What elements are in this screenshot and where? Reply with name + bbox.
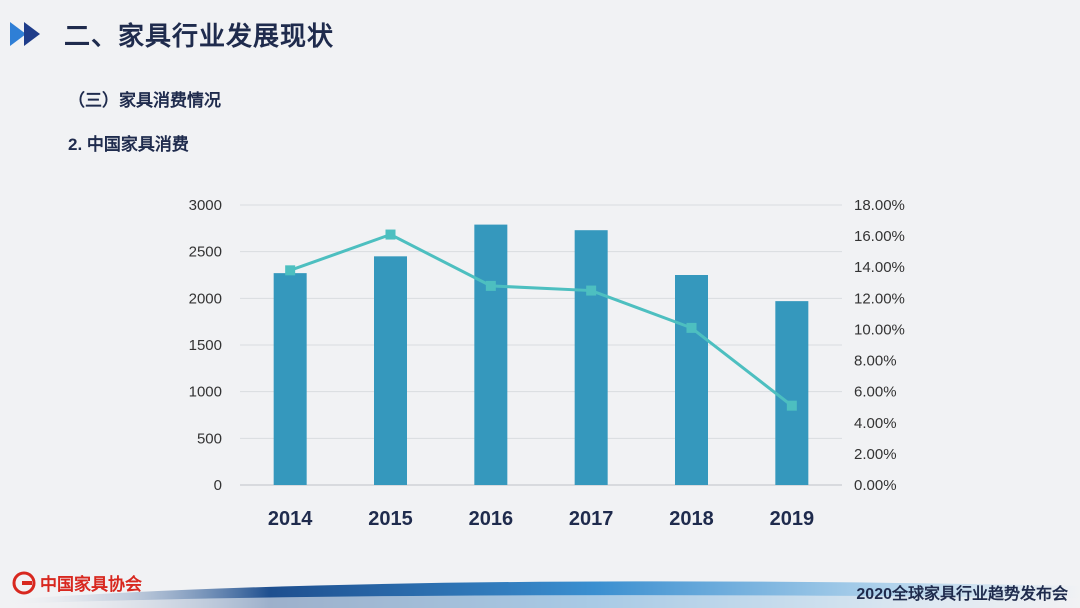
right-tick-label: 10.00% xyxy=(854,321,905,338)
x-tick-label: 2015 xyxy=(368,508,413,530)
title-bar: 二、家具行业发展现状 xyxy=(10,16,334,52)
bar-2016 xyxy=(474,224,508,485)
logo-text: 中国家具协会 xyxy=(40,575,142,594)
association-logo-icon xyxy=(12,571,36,594)
right-tick-label: 0.00% xyxy=(854,477,897,494)
bar-2014 xyxy=(273,273,307,485)
x-tick-label: 2019 xyxy=(770,508,815,530)
left-tick-label: 2000 xyxy=(189,290,222,307)
bar-2019 xyxy=(775,301,809,485)
bar-2017 xyxy=(574,230,608,485)
right-tick-label: 18.00% xyxy=(854,197,905,214)
double-arrow-icon xyxy=(10,22,40,46)
x-axis-labels: 2014 2015 2016 2017 2018 2019 xyxy=(268,508,814,530)
line-point-2017 xyxy=(586,285,597,296)
left-tick-label: 3000 xyxy=(189,197,222,214)
chart-grid xyxy=(240,204,842,486)
left-tick-label: 1500 xyxy=(189,337,222,354)
left-tick-label: 1000 xyxy=(189,384,222,401)
left-axis-labels: 0 500 1000 1500 2000 2500 3000 xyxy=(189,197,222,494)
left-tick-label: 0 xyxy=(214,477,222,494)
right-tick-label: 2.00% xyxy=(854,446,897,463)
event-name: 2020全球家具行业趋势发布会 xyxy=(856,586,1068,603)
bar-2015 xyxy=(374,256,407,485)
right-tick-label: 12.00% xyxy=(854,290,905,307)
right-tick-label: 16.00% xyxy=(854,228,905,245)
line-point-2016 xyxy=(485,280,496,291)
growth-line xyxy=(289,232,793,407)
line-series xyxy=(285,229,797,411)
left-tick-label: 500 xyxy=(197,430,222,447)
footer-logo: 中国家具协会 xyxy=(12,570,142,595)
bar-series xyxy=(273,224,809,485)
chart-heading: 2. 中国家具消费 xyxy=(68,135,189,154)
line-point-2019 xyxy=(786,400,797,411)
line-point-2018 xyxy=(686,322,697,333)
right-tick-label: 14.00% xyxy=(854,259,905,276)
line-point-2014 xyxy=(285,265,296,276)
x-tick-label: 2017 xyxy=(569,508,614,530)
right-axis-labels: 0.00% 2.00% 4.00% 6.00% 8.00% 10.00% 12.00% 14.… xyxy=(854,197,905,494)
x-tick-label: 2014 xyxy=(268,508,313,530)
right-tick-label: 4.00% xyxy=(854,415,897,432)
right-tick-label: 6.00% xyxy=(854,384,897,401)
section-subtitle: （三）家具消费情况 xyxy=(68,91,221,110)
left-tick-label: 2500 xyxy=(189,244,222,261)
x-tick-label: 2018 xyxy=(669,508,714,530)
line-point-2015 xyxy=(385,229,396,240)
bar-2018 xyxy=(675,275,708,485)
right-tick-label: 8.00% xyxy=(854,353,897,370)
x-tick-label: 2016 xyxy=(469,508,514,530)
page-title: 二、家具行业发展现状 xyxy=(64,20,335,51)
